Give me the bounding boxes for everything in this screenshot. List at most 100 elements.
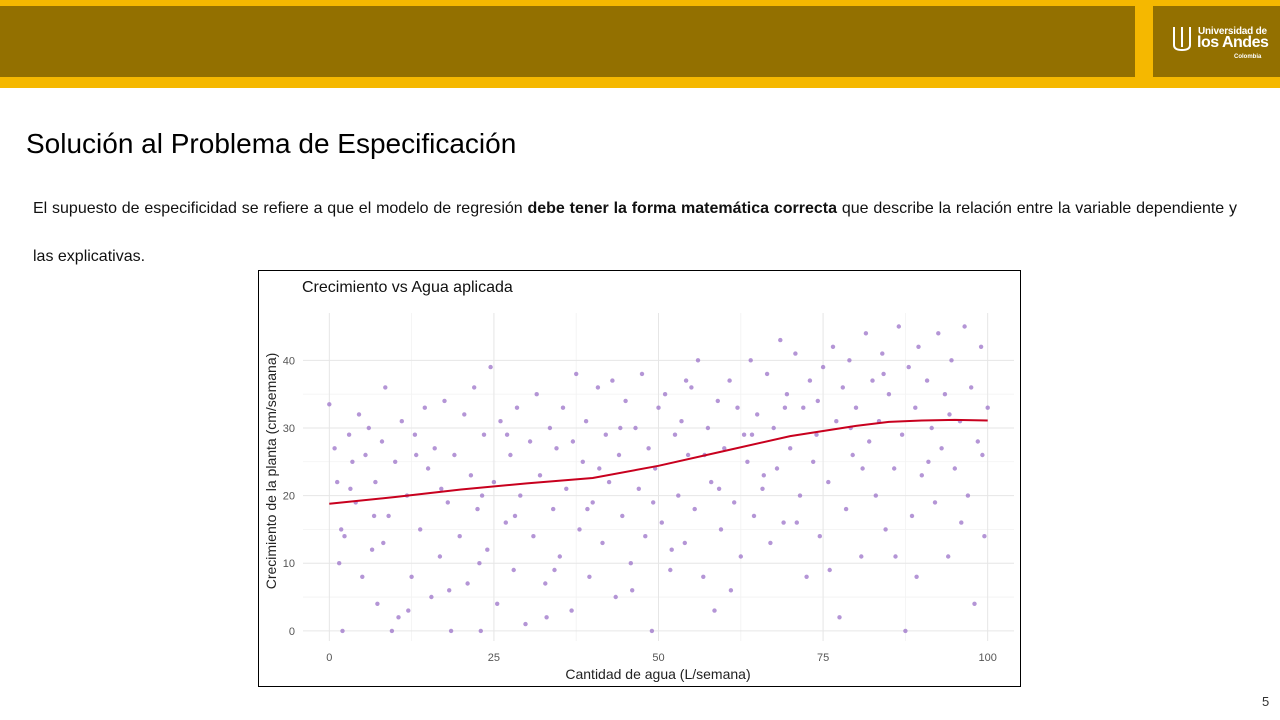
data-point (794, 520, 799, 525)
data-point (837, 615, 842, 620)
data-point (880, 351, 885, 356)
logo-emblem-icon (1173, 27, 1191, 51)
data-point (570, 439, 576, 444)
data-point (896, 324, 901, 329)
data-point (751, 513, 757, 519)
data-point (705, 425, 711, 431)
data-point (919, 473, 924, 478)
data-point (899, 432, 905, 437)
data-point (893, 554, 898, 559)
data-point (445, 500, 450, 505)
data-point (462, 412, 467, 417)
x-axis-label: Cantidad de agua (L/semana) (565, 666, 750, 682)
data-point (478, 628, 483, 634)
logo-line1: Universidad de (1198, 26, 1267, 37)
data-point (716, 486, 722, 491)
data-point (396, 615, 401, 620)
data-point (375, 601, 380, 606)
data-point (926, 459, 931, 464)
data-point (369, 547, 375, 552)
data-point (633, 425, 638, 431)
data-point (656, 405, 661, 410)
data-point (701, 574, 706, 579)
data-point (447, 588, 452, 593)
data-point (514, 405, 520, 410)
data-point (332, 446, 337, 451)
data-point (590, 500, 595, 505)
data-point (373, 479, 378, 485)
data-point (432, 446, 437, 451)
data-point (381, 540, 386, 546)
data-point (643, 534, 648, 539)
data-point (814, 432, 819, 437)
data-point (491, 479, 497, 485)
data-point (623, 398, 628, 404)
chart-points (327, 324, 990, 634)
data-point (817, 534, 822, 539)
data-point (379, 439, 385, 444)
data-point (801, 405, 806, 410)
data-point (518, 493, 523, 498)
data-point (543, 581, 548, 586)
data-point (422, 405, 427, 410)
data-point (847, 358, 852, 363)
data-point (356, 412, 362, 417)
data-point (585, 506, 590, 512)
data-point (393, 459, 398, 464)
data-point (834, 419, 839, 424)
data-point (439, 486, 444, 491)
slide-title: Solución al Problema de Especificación (26, 128, 517, 159)
data-point (429, 594, 434, 600)
data-point (335, 479, 340, 485)
data-point (620, 513, 625, 519)
chart-title: Crecimiento vs Agua aplicada (302, 279, 513, 296)
data-point (883, 527, 888, 532)
data-point (807, 378, 813, 383)
data-point (616, 452, 622, 458)
data-point (952, 466, 957, 471)
data-point (975, 439, 980, 444)
data-point (603, 432, 608, 437)
data-point (985, 405, 990, 410)
data-point (477, 561, 482, 566)
data-point (929, 425, 934, 431)
data-point (498, 419, 503, 424)
data-point (560, 405, 566, 410)
para-text-1: El supuesto de especificidad se refiere … (33, 200, 528, 217)
data-point (649, 628, 655, 634)
data-point (472, 385, 477, 390)
data-point (735, 405, 740, 410)
chart-grid (303, 313, 1014, 641)
data-point (468, 473, 474, 478)
data-point (811, 459, 816, 464)
data-point (728, 588, 734, 593)
data-point (448, 628, 454, 634)
y-tick-label: 30 (283, 423, 295, 435)
data-point (418, 527, 423, 532)
data-point (569, 608, 574, 613)
data-point (371, 513, 377, 519)
data-point (630, 588, 635, 593)
data-point (628, 561, 633, 566)
data-point (544, 615, 549, 620)
data-point (504, 432, 510, 437)
data-point (457, 534, 462, 539)
university-logo: Universidad de los Andes Colombia (1153, 6, 1280, 77)
data-point (452, 452, 457, 458)
data-point (339, 527, 344, 532)
data-point (412, 432, 418, 437)
data-point (606, 479, 612, 485)
logo-line2: los Andes (1197, 34, 1269, 51)
data-point (639, 371, 645, 377)
data-point (782, 405, 788, 410)
data-point (574, 371, 579, 377)
data-point (695, 358, 701, 363)
y-axis-label: Crecimiento de la planta (cm/semana) (263, 353, 279, 590)
data-point (709, 479, 714, 485)
data-point (784, 392, 790, 397)
data-point (692, 506, 697, 512)
y-tick-label: 20 (283, 491, 295, 503)
data-point (748, 358, 753, 363)
data-point (683, 378, 689, 383)
data-point (903, 628, 908, 634)
